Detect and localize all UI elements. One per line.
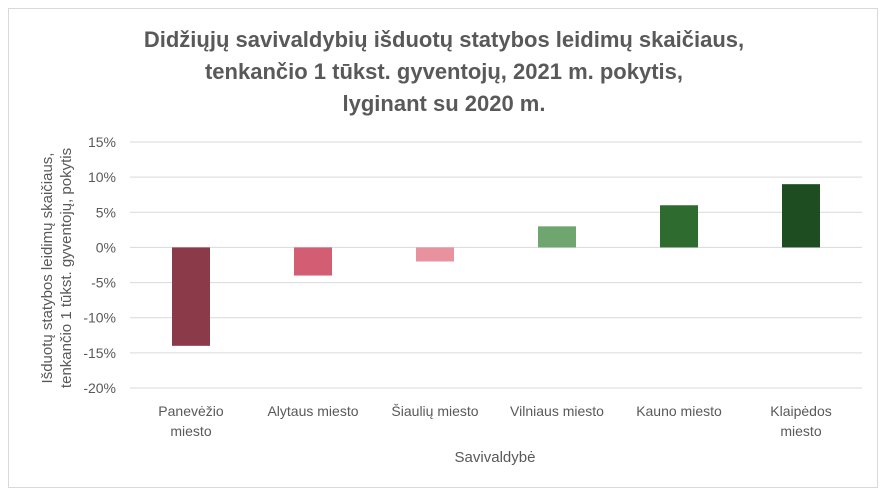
y-tick-label: -5%: [91, 275, 116, 291]
chart-title-line-1: Didžiųjų savivaldybių išduotų statybos l…: [143, 27, 745, 52]
y-axis-title-line-2: tenkančio 1 tūkst. gyventojų, pokytis: [58, 148, 75, 388]
x-tick-label: Kauno miesto: [636, 403, 722, 419]
bars: [172, 184, 820, 346]
y-axis-title: Išduotų statybos leidimų skaičiaus, tenk…: [39, 148, 75, 388]
x-tick-label: miesto: [170, 423, 211, 439]
x-tick-label: Panevėžio: [158, 403, 224, 419]
bar: [172, 247, 210, 346]
y-tick-label: 0%: [96, 239, 116, 255]
bar: [660, 205, 698, 248]
y-tick-label: -10%: [83, 310, 116, 326]
y-tick-label: 10%: [88, 169, 116, 185]
x-tick-label: Vilniaus miesto: [510, 403, 604, 419]
y-axis-title-line-1: Išduotų statybos leidimų skaičiaus,: [39, 153, 56, 384]
x-axis-ticks: Panevėžio miesto Alytaus miesto Šiaulių mie…: [158, 403, 831, 439]
bar: [416, 247, 454, 262]
y-tick-label: -20%: [83, 380, 116, 396]
bar: [782, 184, 820, 248]
x-tick-label: Šiaulių miesto: [391, 403, 478, 419]
bar: [294, 247, 332, 276]
y-tick-label: 15%: [88, 134, 116, 150]
y-tick-label: -15%: [83, 345, 116, 361]
bar: [538, 226, 576, 248]
x-axis-title: Savivaldybė: [455, 449, 536, 466]
x-tick-label: Alytaus miesto: [267, 403, 358, 419]
y-axis-ticks: 15% 10% 5% 0% -5% -10% -15% -20%: [83, 134, 116, 396]
x-tick-label: Klaipėdos: [770, 403, 832, 419]
gridlines: [130, 141, 862, 389]
chart-title-line-2: tenkančio 1 tūkst. gyventojų, 2021 m. po…: [204, 59, 684, 84]
y-tick-label: 5%: [96, 204, 116, 220]
chart-title-line-3: lyginant su 2020 m.: [342, 91, 546, 116]
x-tick-label: miesto: [780, 423, 821, 439]
chart-title: Didžiųjų savivaldybių išduotų statybos l…: [0, 24, 888, 120]
